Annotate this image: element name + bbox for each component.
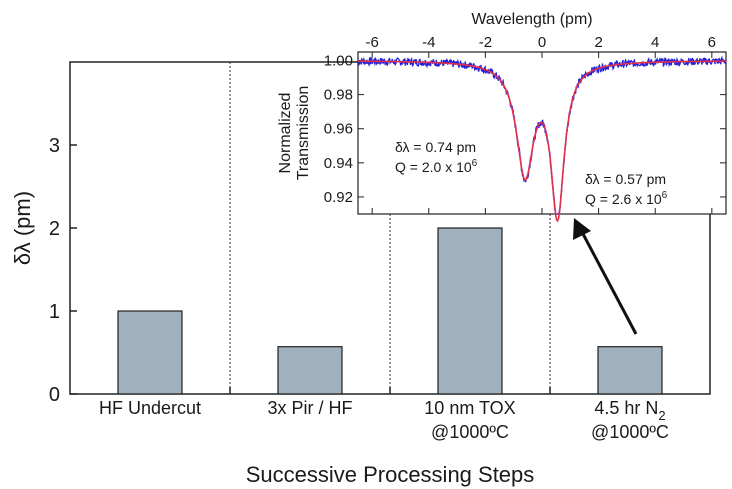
category-label: 10 nm TOX [424,398,515,418]
category-label: HF Undercut [99,398,201,418]
inset-y-tick-label: 0.98 [324,87,353,104]
category-labels: HF Undercut 3x Pir / HF 10 nm TOX@1000ºC4.… [99,398,669,442]
inset-x-tick-label: 4 [651,34,659,51]
inset-y-axis-label-line2: Transmission [295,86,312,181]
measured-transmission-line [357,55,727,215]
annotation-right-line1: δλ = 0.57 pm [585,171,666,187]
inset-x-tick-label: -6 [365,34,378,51]
inset-y-tick-label: 0.94 [324,155,353,172]
annotation-left: δλ = 0.74 pm Q = 2.0 x 106 [395,139,478,175]
inset-x-tick-label: 0 [538,34,546,51]
annotation-left-line1: δλ = 0.74 pm [395,139,476,155]
inset-x-tick-label: 6 [708,34,716,51]
category-label-line2: @1000ºC [591,422,669,442]
inset-chart: -6 -4 -2 0 2 4 6 0.92 0.94 0.96 0.98 1.00 Waveleng… [277,11,727,223]
y-tick-label: 0 [49,384,60,406]
inset-x-axis-ticks: -6 -4 -2 0 2 4 6 [365,34,716,214]
inset-x-tick-label: 2 [594,34,602,51]
bar [597,346,663,395]
main-chart: 0 1 2 3 HF Undercut 3x Pir / HF 10 nm TOX @100… [10,61,711,487]
arrow-head [573,218,591,240]
inset-x-tick-label: -4 [422,34,435,51]
category-label: 3x Pir / HF [267,398,352,418]
annotation-right: δλ = 0.57 pm Q = 2.6 x 106 [585,171,668,207]
inset-y-tick-label: 1.00 [324,53,353,70]
arrow [573,218,638,335]
arrow-shaft [580,231,638,335]
y-tick-label: 3 [49,135,60,157]
y-axis-ticks: 0 1 2 3 [49,135,77,406]
inset-background [358,52,726,214]
y-tick-label: 1 [49,301,60,323]
inset-y-axis-ticks: 0.92 0.94 0.96 0.98 1.00 [324,53,726,206]
category-label-line2: @1000ºC [431,422,509,442]
category-dividers [229,62,551,394]
inset-x-tick-label: -2 [479,34,492,51]
bar [117,310,183,395]
y-tick-label: 2 [49,218,60,240]
bar [277,346,343,395]
bar [437,227,503,395]
inset-y-axis-label-line1: Normalized [277,93,294,174]
y-axis-label: δλ (pm) [10,191,35,265]
annotation-right-line2: Q = 2.6 x 106 [585,190,668,207]
inset-y-tick-label: 0.92 [324,189,353,206]
category-label: 4.5 hr N2 [594,398,665,423]
annotation-left-line2: Q = 2.0 x 106 [395,158,478,175]
x-axis-label: Successive Processing Steps [246,462,535,487]
inset-x-axis-label: Wavelength (pm) [471,11,592,28]
inset-y-tick-label: 0.96 [324,121,353,138]
bars [117,227,663,395]
fit-transmission-line [358,60,726,223]
